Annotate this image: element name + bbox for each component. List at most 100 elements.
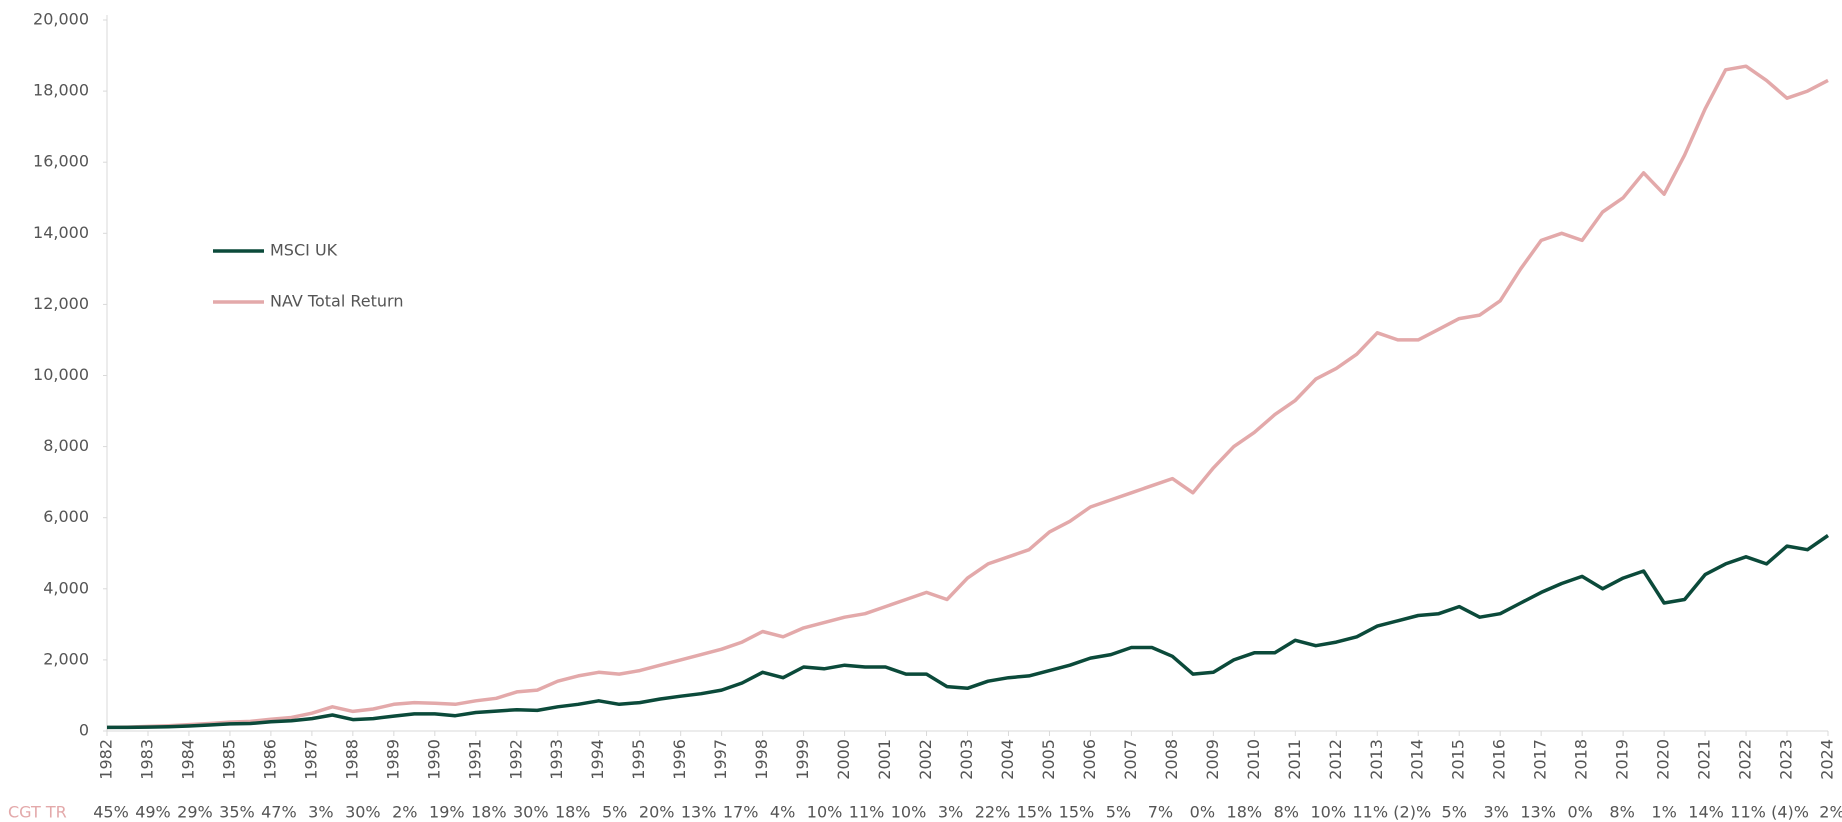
y-tick-label: 6,000	[43, 507, 89, 526]
return-label: 13%	[681, 803, 717, 822]
y-tick-label: 12,000	[33, 294, 89, 313]
return-label: 29%	[177, 803, 213, 822]
return-label: 11%	[849, 803, 885, 822]
return-label: 20%	[639, 803, 675, 822]
x-tick-label: 2006	[1080, 739, 1099, 780]
return-label: 15%	[1017, 803, 1053, 822]
x-tick-label: 1984	[178, 739, 197, 780]
return-label: 22%	[975, 803, 1011, 822]
return-label: 18%	[471, 803, 507, 822]
return-label: 10%	[807, 803, 843, 822]
return-label: 45%	[93, 803, 129, 822]
return-label: 7%	[1148, 803, 1173, 822]
return-label: 15%	[1059, 803, 1095, 822]
x-tick-label: 2001	[875, 739, 894, 780]
x-tick-label: 2023	[1777, 739, 1796, 780]
x-tick-label: 1990	[424, 739, 443, 780]
return-label: 17%	[723, 803, 759, 822]
return-label: 5%	[1106, 803, 1131, 822]
y-tick-label: 20,000	[33, 10, 89, 29]
return-label: 8%	[1609, 803, 1634, 822]
x-tick-label: 2018	[1572, 739, 1591, 780]
x-tick-label: 1997	[711, 739, 730, 780]
return-label: 0%	[1190, 803, 1215, 822]
y-tick-label: 4,000	[43, 578, 89, 597]
return-label: 10%	[1311, 803, 1347, 822]
return-label: 3%	[308, 803, 333, 822]
y-tick-label: 8,000	[43, 436, 89, 455]
y-tick-label: 0	[79, 721, 89, 740]
y-tick-label: 16,000	[33, 152, 89, 171]
x-tick-label: 1991	[465, 739, 484, 780]
return-label: 3%	[938, 803, 963, 822]
return-label: 47%	[261, 803, 297, 822]
series-line	[106, 64, 1829, 730]
x-tick-label: 2013	[1367, 739, 1386, 780]
legend-label: NAV Total Return	[270, 292, 403, 311]
x-tick-label: 2011	[1285, 739, 1304, 780]
return-label: 30%	[513, 803, 549, 822]
returns-row-label: CGT TR	[8, 803, 67, 822]
return-label: 13%	[1520, 803, 1556, 822]
return-label: 18%	[1227, 803, 1263, 822]
return-label: 11%	[1352, 803, 1388, 822]
x-tick-label: 2014	[1408, 739, 1427, 780]
x-tick-label: 1982	[97, 739, 116, 780]
y-tick-label: 18,000	[33, 81, 89, 100]
x-tick-label: 2008	[1162, 739, 1181, 780]
x-tick-label: 2017	[1531, 739, 1550, 780]
x-tick-label: 2010	[1244, 739, 1263, 780]
x-tick-label: 1989	[383, 739, 402, 780]
return-label: 3%	[1483, 803, 1508, 822]
y-tick-label: 14,000	[33, 223, 89, 242]
x-tick-label: 2005	[1039, 739, 1058, 780]
return-label: 2%	[1819, 803, 1842, 822]
return-label: 5%	[1442, 803, 1467, 822]
x-tick-label: 1986	[260, 739, 279, 780]
x-tick-label: 2000	[834, 739, 853, 780]
x-tick-label: 1987	[301, 739, 320, 780]
return-label: 30%	[345, 803, 381, 822]
series-line	[107, 534, 1829, 730]
x-tick-label: 1999	[793, 739, 812, 780]
x-tick-label: 1995	[629, 739, 648, 780]
x-tick-label: 1988	[342, 739, 361, 780]
return-label: 49%	[135, 803, 171, 822]
x-tick-label: 2024	[1818, 739, 1837, 780]
return-label: 14%	[1688, 803, 1724, 822]
return-label: (4)%	[1771, 803, 1809, 822]
x-tick-label: 2012	[1326, 739, 1345, 780]
x-tick-label: 1996	[670, 739, 689, 780]
x-tick-label: 2015	[1449, 739, 1468, 780]
return-label: 2%	[392, 803, 417, 822]
x-tick-label: 2019	[1613, 739, 1632, 780]
y-tick-label: 10,000	[33, 365, 89, 384]
return-label: 19%	[429, 803, 465, 822]
x-tick-label: 2002	[916, 739, 935, 780]
return-label: (2)%	[1393, 803, 1431, 822]
x-tick-label: 2021	[1695, 739, 1714, 780]
return-label: 18%	[555, 803, 591, 822]
return-label: 0%	[1567, 803, 1592, 822]
x-tick-label: 2022	[1736, 739, 1755, 780]
x-tick-label: 1992	[506, 739, 525, 780]
x-tick-label: 1998	[752, 739, 771, 780]
return-label: 10%	[891, 803, 927, 822]
x-tick-label: 2016	[1490, 739, 1509, 780]
x-tick-label: 1983	[137, 739, 156, 780]
return-label: 4%	[770, 803, 795, 822]
x-tick-label: 2009	[1203, 739, 1222, 780]
return-label: 35%	[219, 803, 255, 822]
return-label: 11%	[1730, 803, 1766, 822]
y-tick-label: 2,000	[43, 649, 89, 668]
legend-label: MSCI UK	[270, 241, 338, 260]
x-tick-label: 1994	[588, 739, 607, 780]
return-label: 8%	[1274, 803, 1299, 822]
x-tick-label: 2007	[1121, 739, 1140, 780]
x-tick-label: 2004	[998, 739, 1017, 780]
return-label: 1%	[1651, 803, 1676, 822]
x-tick-label: 1985	[219, 739, 238, 780]
return-label: 5%	[602, 803, 627, 822]
x-tick-label: 2020	[1654, 739, 1673, 780]
